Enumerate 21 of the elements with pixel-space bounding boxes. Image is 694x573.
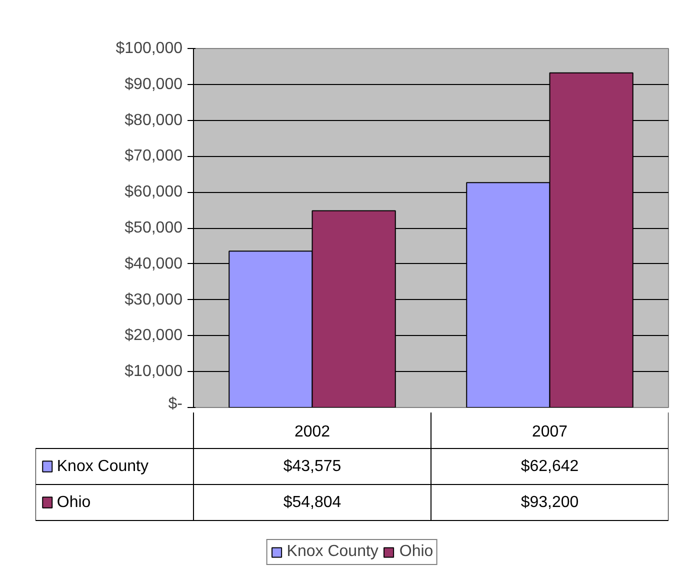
y-tick-label: $20,000 [124,327,183,344]
y-tick-label: $60,000 [124,184,183,201]
legend-label: Knox County [56,458,148,475]
y-tick-label: $100,000 [116,40,183,57]
x-tick-label: 2002 [294,424,330,440]
y-tick-label: $30,000 [124,291,183,308]
y-tick-label: $90,000 [124,76,183,93]
y-tick-label: $70,000 [124,148,183,165]
data-label: $62,642 [520,458,579,475]
y-tick-label: $80,000 [124,112,183,129]
y-tick-label: $10,000 [124,363,183,380]
data-label: $93,200 [520,494,579,511]
y-tick-label: $40,000 [124,255,183,272]
x-tick-label: 2007 [532,424,568,440]
legend-label: Ohio [399,543,434,561]
y-tick-label: $50,000 [124,220,183,236]
data-label: $54,804 [283,494,342,511]
data-label: $43,575 [283,458,342,475]
y-tick-label: $- [168,396,183,412]
text: Ohio [56,494,91,511]
text: Knox County [286,543,378,560]
